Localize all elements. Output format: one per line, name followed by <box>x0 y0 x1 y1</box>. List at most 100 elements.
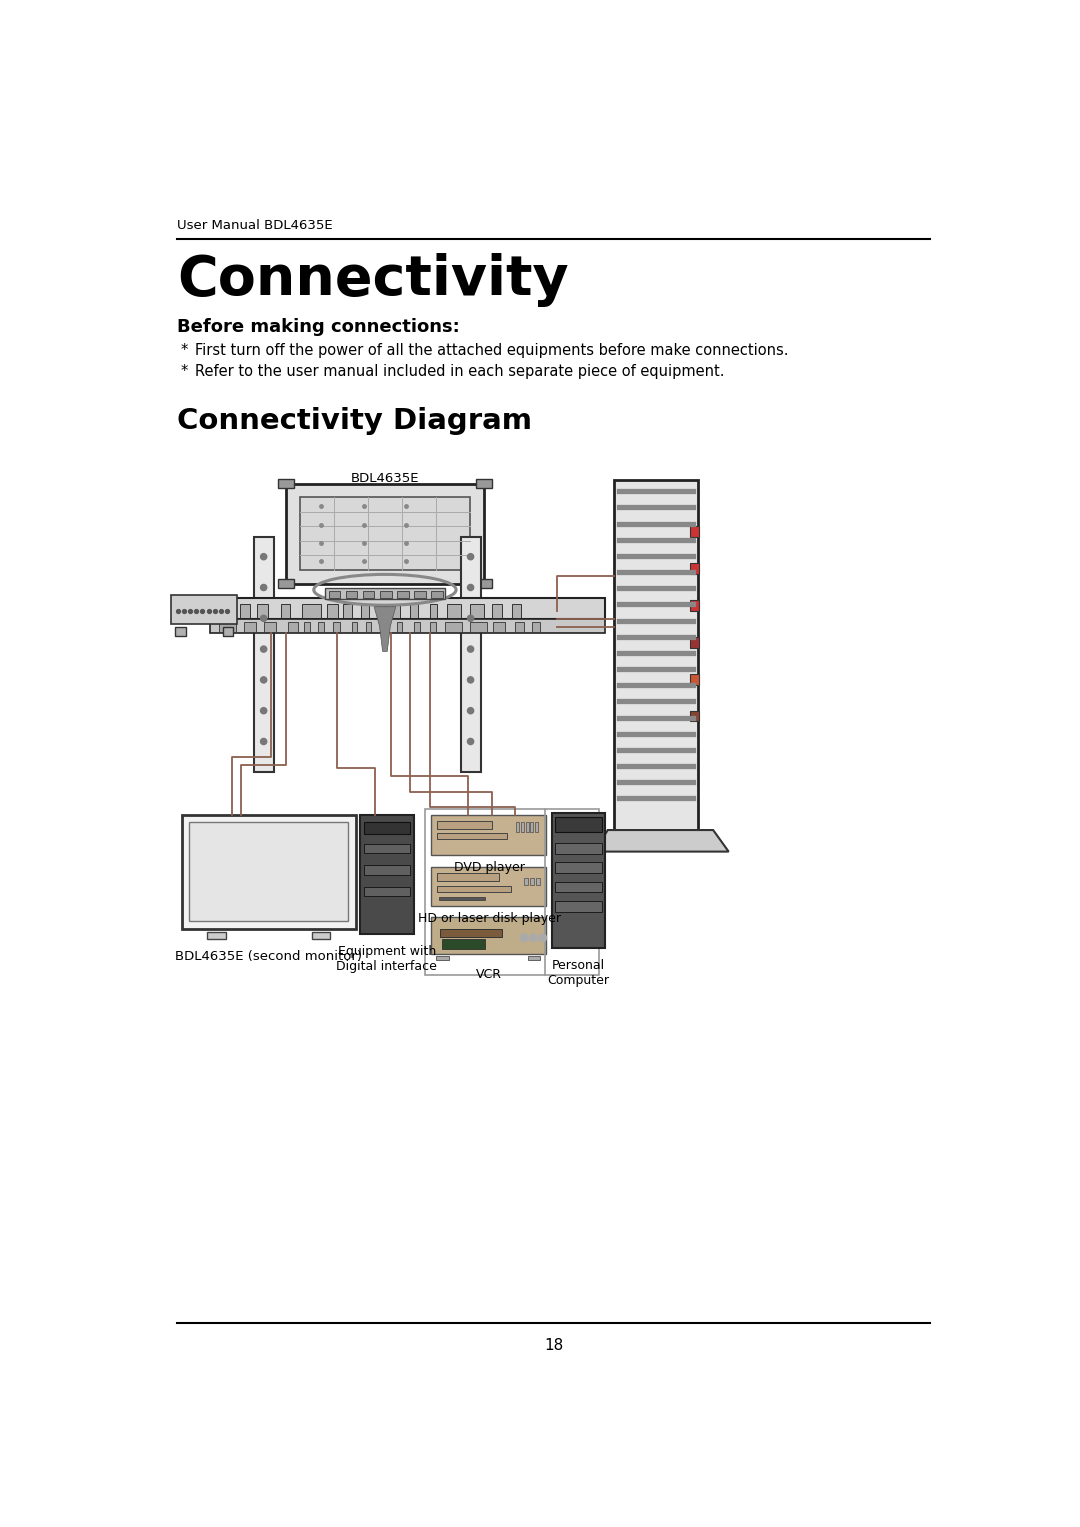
Bar <box>218 621 235 632</box>
Bar <box>555 901 602 912</box>
Bar <box>441 928 502 938</box>
Bar <box>181 814 356 928</box>
Bar <box>397 591 408 599</box>
Bar <box>690 563 699 574</box>
Text: Equipment with
Digital interface: Equipment with Digital interface <box>337 945 437 973</box>
Circle shape <box>260 646 267 652</box>
Bar <box>318 621 324 632</box>
Bar <box>436 956 449 960</box>
Circle shape <box>468 707 474 713</box>
Circle shape <box>260 739 267 745</box>
Bar <box>690 525 699 536</box>
Text: VCR: VCR <box>476 968 502 980</box>
Bar <box>552 812 605 948</box>
Bar <box>460 538 481 773</box>
Circle shape <box>529 935 537 942</box>
Bar <box>535 823 538 832</box>
Bar <box>491 603 502 617</box>
Circle shape <box>260 676 267 683</box>
Bar <box>515 621 524 632</box>
Bar <box>690 710 699 721</box>
Bar <box>410 603 418 617</box>
Text: 18: 18 <box>544 1338 563 1353</box>
Bar <box>300 498 470 570</box>
Bar <box>240 603 251 617</box>
Text: First turn off the power of all the attached equipments before make connections.: First turn off the power of all the atta… <box>195 344 789 359</box>
Bar <box>555 881 602 892</box>
Text: Refer to the user manual included in each separate piece of equipment.: Refer to the user manual included in eac… <box>195 365 725 379</box>
Bar <box>377 603 384 617</box>
Circle shape <box>260 554 267 560</box>
Bar <box>352 621 356 632</box>
Bar <box>516 823 519 832</box>
Bar <box>288 621 298 632</box>
Bar <box>431 918 545 954</box>
Bar <box>175 626 186 637</box>
Bar <box>380 591 392 599</box>
Circle shape <box>468 615 474 621</box>
Bar <box>364 844 410 854</box>
Bar <box>346 591 357 599</box>
Text: BDL4635E: BDL4635E <box>350 472 419 486</box>
Bar <box>431 814 545 855</box>
Bar <box>281 603 291 617</box>
Bar <box>211 597 606 618</box>
Bar <box>392 603 400 617</box>
Text: BDL4635E (second monitor): BDL4635E (second monitor) <box>175 950 362 964</box>
Bar <box>279 579 294 588</box>
Bar <box>531 621 540 632</box>
Bar <box>172 596 238 625</box>
Circle shape <box>260 707 267 713</box>
Text: DVD player: DVD player <box>454 861 525 873</box>
Text: *: * <box>180 365 188 379</box>
Bar <box>445 621 462 632</box>
Bar <box>414 621 420 632</box>
Bar <box>437 873 499 881</box>
Bar <box>414 591 426 599</box>
Bar <box>437 886 511 892</box>
Bar <box>528 956 540 960</box>
Circle shape <box>539 935 546 942</box>
Bar <box>690 637 699 647</box>
Text: HD or laser disk player: HD or laser disk player <box>418 912 561 925</box>
Bar <box>312 931 330 939</box>
Bar <box>286 484 484 583</box>
Bar <box>494 621 505 632</box>
Circle shape <box>468 585 474 591</box>
Bar <box>364 887 410 896</box>
Bar <box>334 621 339 632</box>
Bar <box>328 591 340 599</box>
Bar <box>397 621 402 632</box>
Polygon shape <box>595 831 729 852</box>
Bar <box>211 618 606 632</box>
Bar <box>437 822 491 829</box>
Bar <box>431 867 545 906</box>
Bar <box>512 603 521 617</box>
Text: User Manual BDL4635E: User Manual BDL4635E <box>177 220 333 232</box>
Bar <box>364 866 410 875</box>
Circle shape <box>468 554 474 560</box>
Bar <box>301 603 321 617</box>
Bar <box>521 823 524 832</box>
Bar <box>254 538 273 773</box>
Bar <box>360 814 414 935</box>
Bar <box>363 591 375 599</box>
Bar <box>526 823 529 832</box>
Bar <box>690 673 699 684</box>
Bar <box>430 603 437 617</box>
Bar <box>424 809 599 974</box>
Bar <box>442 939 485 948</box>
Bar <box>220 603 234 617</box>
Bar <box>364 822 410 834</box>
Bar <box>243 621 256 632</box>
Bar <box>476 579 491 588</box>
Bar <box>613 479 698 831</box>
Bar <box>438 896 485 899</box>
Bar <box>325 588 445 599</box>
Bar <box>366 621 370 632</box>
Bar <box>222 626 233 637</box>
Bar <box>524 878 528 886</box>
Bar <box>207 931 226 939</box>
Bar <box>381 621 387 632</box>
Circle shape <box>521 935 528 942</box>
